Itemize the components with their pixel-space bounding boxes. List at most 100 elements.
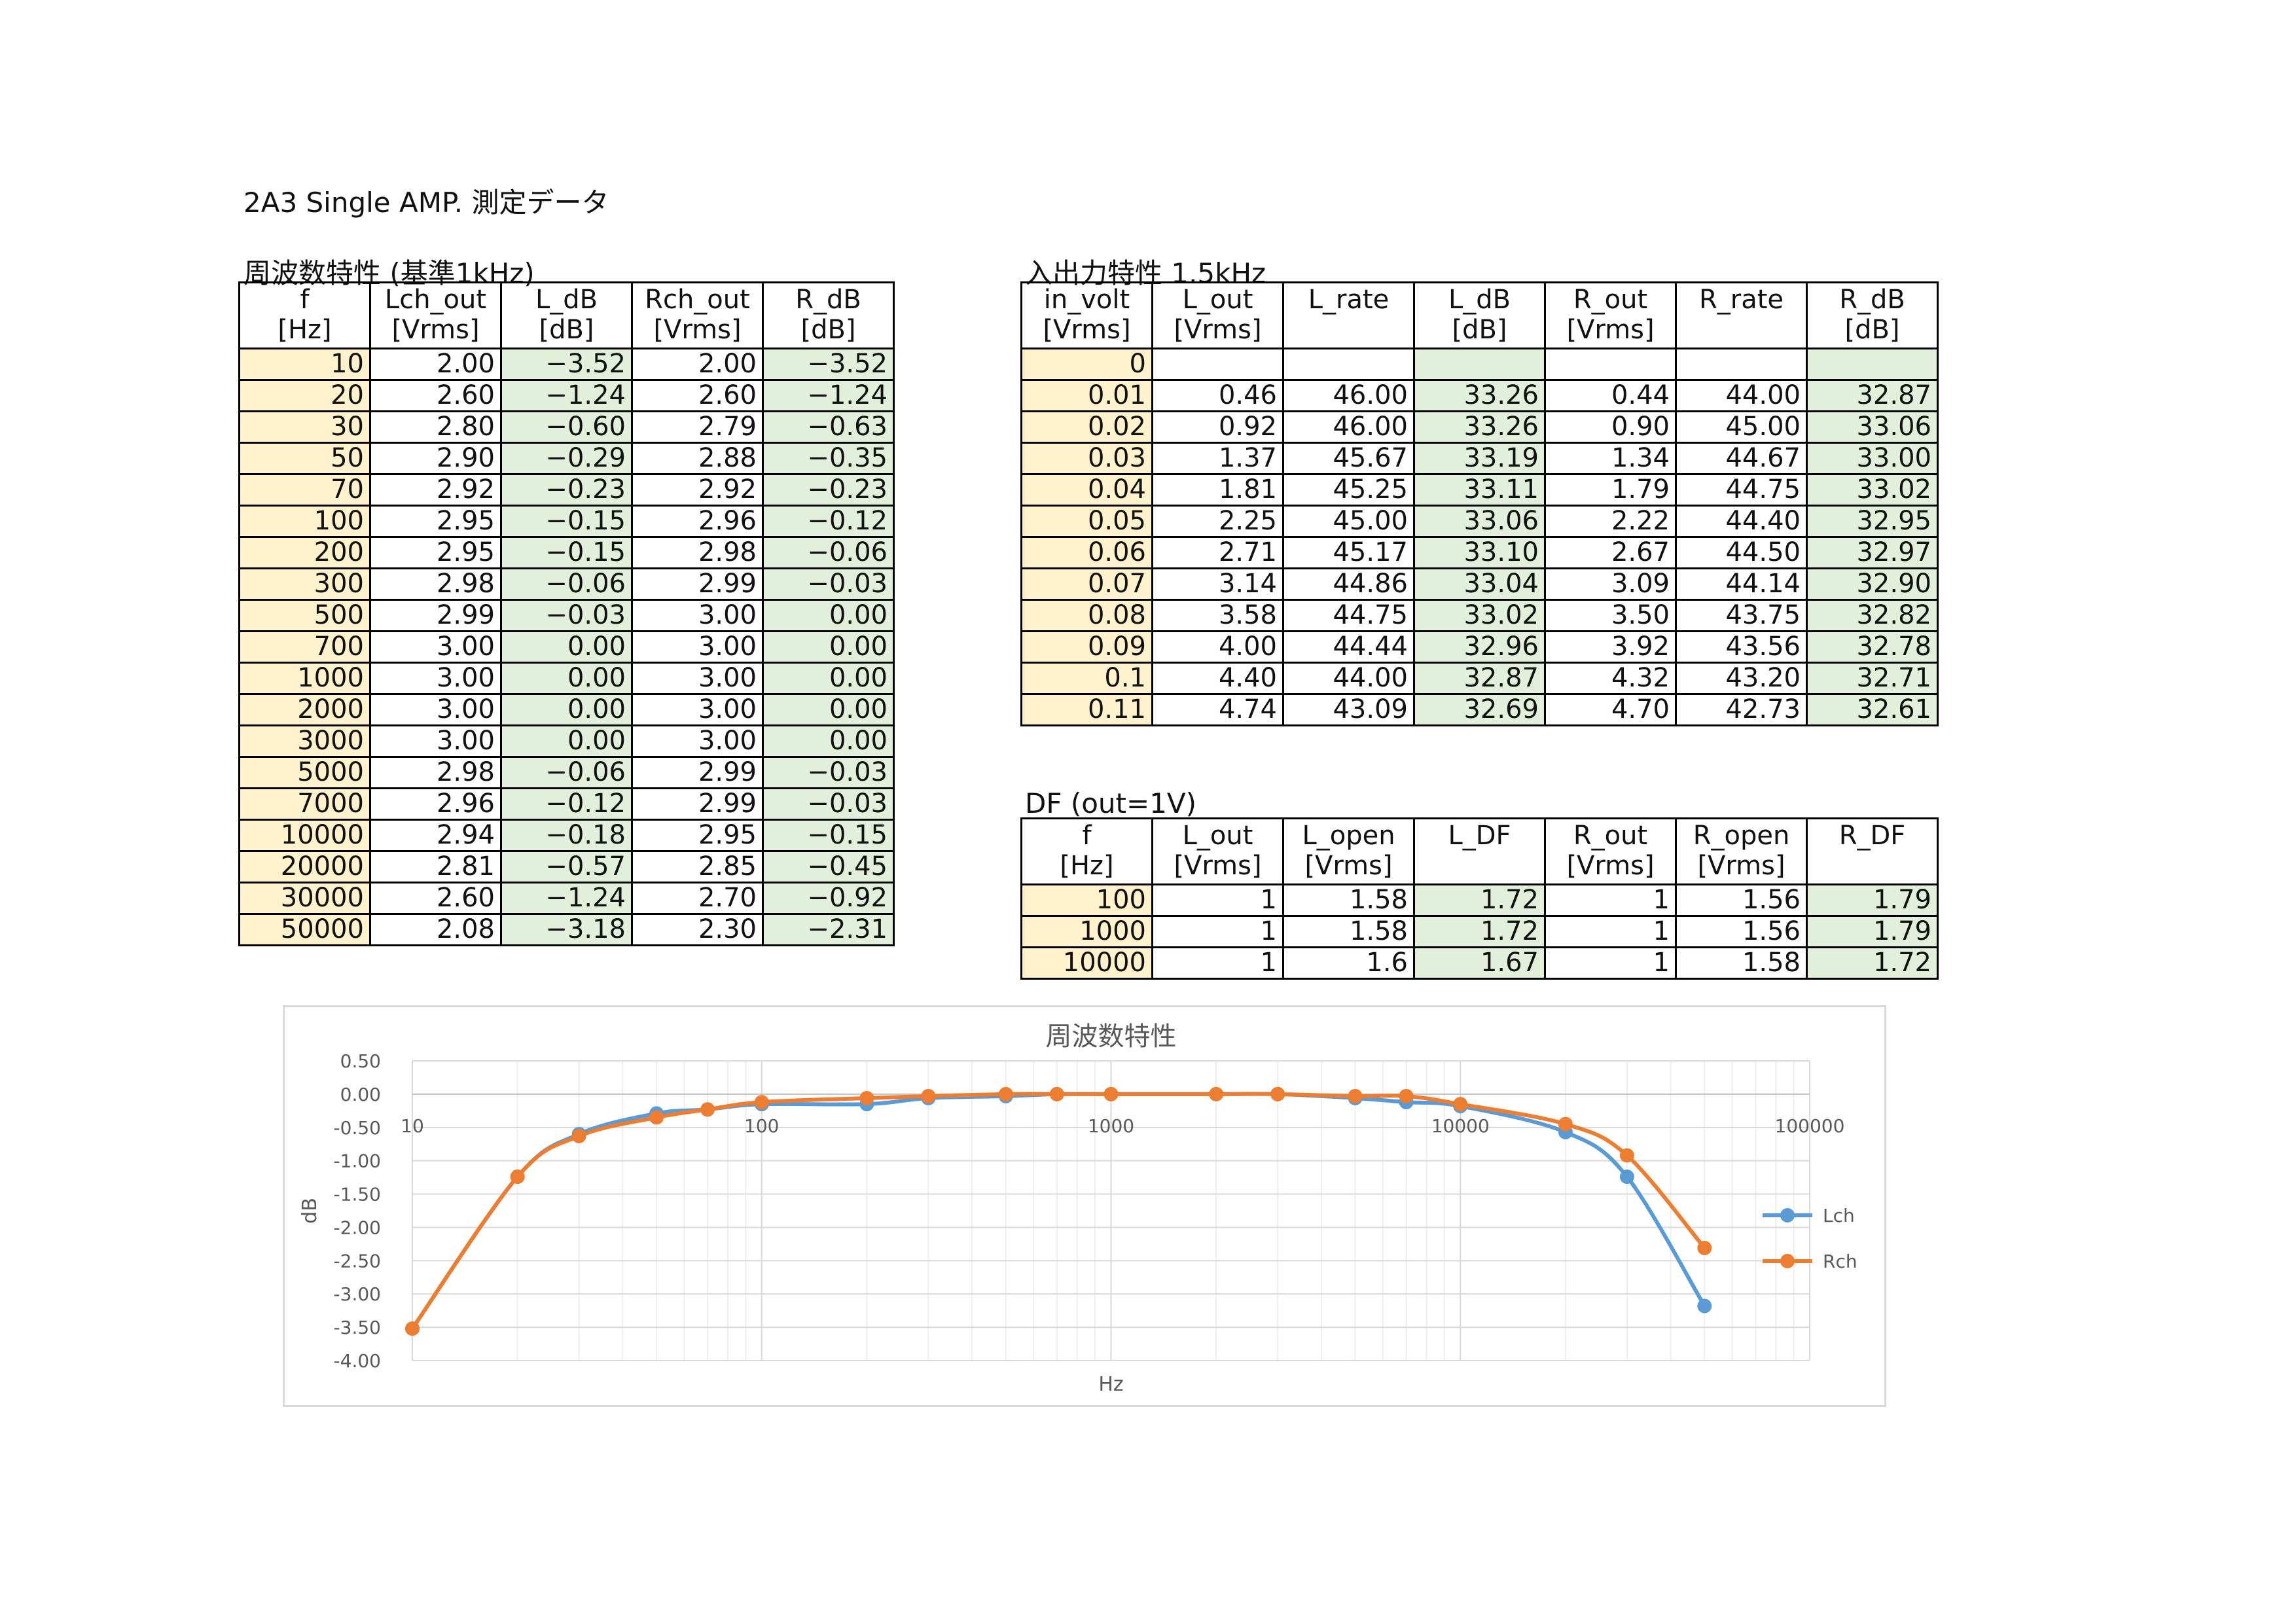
table-row: 7000 2.96 −0.12 2.99 −0.03 (238, 787, 895, 821)
column-header: L_out [Vrms] (1151, 281, 1284, 349)
table-cell: 3.00 (369, 693, 502, 726)
table-cell: −0.06 (500, 756, 633, 789)
table-cell: 3.00 (369, 630, 502, 664)
y-tick-label: -3.50 (334, 1317, 381, 1338)
table-cell: 2.92 (631, 473, 764, 507)
column-header-name: f (1082, 821, 1092, 851)
column-header: L_rate (1282, 281, 1415, 349)
y-tick-label: -2.50 (334, 1250, 381, 1272)
data-point-rch (1270, 1086, 1285, 1101)
table-cell: 1 (1544, 915, 1677, 948)
table-row: 50 2.90 −0.29 2.88 −0.35 (238, 442, 895, 475)
input-output-table: in_volt [Vrms] L_out [Vrms] L_rate L_dB [dB] R_… (1020, 281, 1939, 726)
column-header-name: L_out (1182, 821, 1253, 851)
table-cell: 2.30 (631, 913, 764, 946)
table-cell: 100 (1020, 883, 1153, 917)
table-row: 700 3.00 0.00 3.00 0.00 (238, 630, 895, 664)
table-cell: 2.88 (631, 442, 764, 475)
table-row: 10 2.00 −3.52 2.00 −3.52 (238, 348, 895, 381)
table-row: 200 2.95 −0.15 2.98 −0.06 (238, 536, 895, 569)
legend-label-lch: Lch (1823, 1205, 1855, 1226)
data-point-rch (700, 1102, 715, 1117)
table-cell: 0.00 (500, 630, 633, 664)
table-cell: 2.96 (369, 787, 502, 821)
column-header: L_out [Vrms] (1151, 817, 1284, 885)
table-cell: −0.12 (762, 505, 895, 538)
table-cell: −0.23 (500, 473, 633, 507)
column-header-unit: [dB] (1844, 315, 1900, 345)
table-cell (1413, 348, 1546, 381)
table-cell: 2.95 (369, 505, 502, 538)
table-cell: 0.90 (1544, 410, 1677, 444)
table-cell: −0.03 (762, 787, 895, 821)
table-row: 100 1 1.58 1.72 1 1.56 1.79 (1020, 883, 1939, 917)
table-cell: 44.75 (1282, 599, 1415, 632)
column-header-unit: [Vrms] (391, 315, 480, 345)
column-header-unit: [Vrms] (653, 315, 742, 345)
table-cell: 33.26 (1413, 410, 1546, 444)
x-axis-label: Hz (1098, 1373, 1123, 1396)
table-cell (1675, 348, 1808, 381)
table-cell: 20000 (238, 850, 371, 883)
table-cell (1151, 348, 1284, 381)
data-point-rch (998, 1086, 1013, 1101)
table-row: 0.02 0.92 46.00 33.26 0.90 45.00 33.06 (1020, 410, 1939, 444)
data-point-lch (1619, 1169, 1634, 1185)
table-cell: −1.24 (762, 379, 895, 412)
table-row: 0 (1020, 348, 1939, 381)
table-cell: 0.11 (1020, 693, 1153, 726)
x-tick-label: 10000 (1431, 1115, 1490, 1137)
column-header-unit: [dB] (539, 315, 594, 345)
legend-label-rch: Rch (1823, 1251, 1857, 1272)
column-header-name: Lch_out (384, 285, 487, 315)
table-cell: 2.00 (369, 348, 502, 381)
column-header-name: R_dB (795, 285, 861, 315)
column-header-name: R_out (1573, 285, 1648, 315)
table-cell: 1 (1151, 915, 1284, 948)
table-cell: 3.00 (631, 599, 764, 632)
table-cell: −1.24 (500, 882, 633, 915)
table-cell: 2.99 (631, 787, 764, 821)
y-tick-label: -1.50 (334, 1184, 381, 1205)
table-cell: 50 (238, 442, 371, 475)
column-header-name: R_dB (1839, 285, 1905, 315)
column-header-unit: [Vrms] (1174, 851, 1262, 881)
data-point-rch (921, 1088, 936, 1103)
table-row: 70 2.92 −0.23 2.92 −0.23 (238, 473, 895, 507)
table-row: 0.06 2.71 45.17 33.10 2.67 44.50 32.97 (1020, 536, 1939, 569)
table-cell: 200 (238, 536, 371, 569)
column-header-unit: [Hz] (278, 315, 332, 345)
table-cell: −0.45 (762, 850, 895, 883)
table-row: 20000 2.81 −0.57 2.85 −0.45 (238, 850, 895, 883)
table-cell: 44.86 (1282, 567, 1415, 601)
table-cell: 32.87 (1806, 379, 1939, 412)
frequency-response-table: f [Hz] Lch_out [Vrms] L_dB [dB] Rch_out [Vrms] R… (238, 281, 895, 946)
header-row: in_volt [Vrms] L_out [Vrms] L_rate L_dB [dB] R_… (1020, 281, 1939, 349)
data-point-rch (1619, 1148, 1634, 1163)
table-row: 5000 2.98 −0.06 2.99 −0.03 (238, 756, 895, 789)
table-cell: −0.60 (500, 410, 633, 444)
header-row: f [Hz] Lch_out [Vrms] L_dB [dB] Rch_out [Vrms] R… (238, 281, 895, 349)
table-cell: 1.58 (1282, 915, 1415, 948)
table-cell: 0.00 (762, 693, 895, 726)
table-cell: 44.44 (1282, 630, 1415, 664)
column-header-unit: [Vrms] (1566, 851, 1655, 881)
column-header-name: in_volt (1043, 285, 1130, 315)
table-cell: −0.92 (762, 882, 895, 915)
column-header-unit: [Vrms] (1043, 315, 1131, 345)
table-cell: 2.60 (369, 882, 502, 915)
table-cell: 0.00 (762, 599, 895, 632)
column-header: L_dB [dB] (1413, 281, 1546, 349)
table-cell: −0.23 (762, 473, 895, 507)
table-cell: 2.99 (631, 756, 764, 789)
table-cell: 3.14 (1151, 567, 1284, 601)
page-title: 2A3 Single AMP. 測定データ (243, 187, 609, 219)
table-cell: 20 (238, 379, 371, 412)
table-cell: 1.34 (1544, 442, 1677, 475)
column-header: L_dB [dB] (500, 281, 633, 349)
column-header: R_dB [dB] (1806, 281, 1939, 349)
column-header: R_open [Vrms] (1675, 817, 1808, 885)
table-cell: 3.00 (631, 693, 764, 726)
table-cell: 0.09 (1020, 630, 1153, 664)
table-cell: 3.00 (369, 724, 502, 758)
